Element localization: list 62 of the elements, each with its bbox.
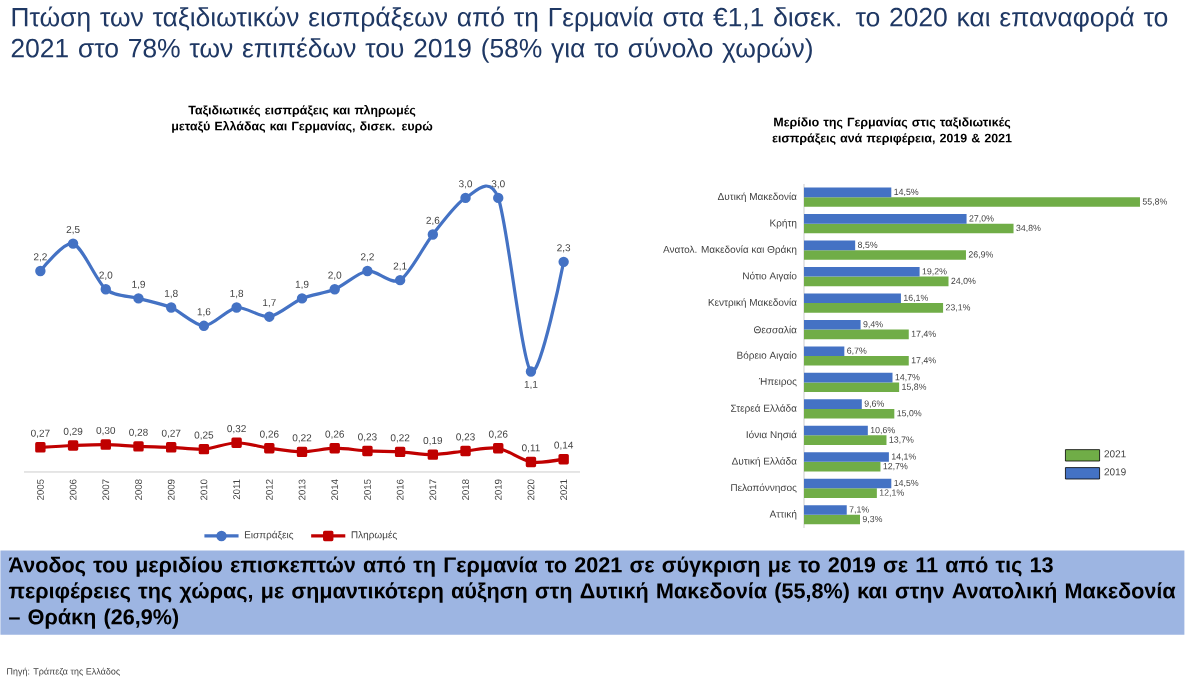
point [362, 265, 373, 277]
text: Πτώση των ταξιδιωτικών εισπράξεων από τη Γερμανία στα €1,1 δισεκ. το 2020 και επαναφορά το 2021 στο 78% των επιπέδων του 2019 (58% για το σύνολο χωρών) [11, 6, 1168, 63]
bar [804, 346, 845, 356]
point [558, 256, 569, 268]
point [329, 284, 340, 295]
bar [804, 372, 893, 383]
bar [804, 488, 877, 498]
bar [804, 514, 860, 525]
point [493, 443, 504, 454]
bar [804, 319, 861, 330]
point [394, 274, 406, 286]
point [198, 320, 210, 332]
bar [804, 435, 887, 445]
bar [804, 382, 900, 393]
point [296, 446, 308, 458]
bar [804, 187, 892, 198]
point [231, 437, 242, 448]
bar [804, 461, 881, 472]
bar [804, 223, 1014, 234]
point [264, 311, 275, 322]
point [525, 456, 537, 468]
point [460, 192, 471, 204]
point [231, 302, 242, 313]
point [296, 293, 308, 304]
point [35, 442, 46, 453]
point [133, 441, 144, 452]
bar [804, 408, 895, 419]
point [427, 449, 439, 460]
bar [804, 250, 966, 260]
point [166, 302, 177, 313]
point [394, 446, 406, 458]
point [558, 453, 569, 465]
point [329, 443, 340, 454]
point [100, 284, 111, 295]
bar [804, 303, 944, 313]
bar [804, 399, 862, 409]
text: Άνοδος του μεριδίου επισκεπτών από τη Γερμανία το 2021 σε σύγκριση με το 2019 σε 11 από τις 13 περιφέρειες της χώρας, με σημαντικότερη αύξηση στη Δυτική Μακεδονία (55,8%) και στην Ανατολική Μακεδονία – Θράκη (26,9%) [8, 556, 1176, 629]
point [133, 293, 144, 304]
point [525, 366, 537, 377]
point [264, 443, 275, 454]
point [100, 439, 111, 450]
bar [804, 276, 949, 287]
bar [804, 452, 889, 462]
bar [804, 267, 920, 277]
point [460, 445, 471, 457]
bar [804, 425, 868, 436]
point [493, 192, 504, 204]
point [67, 440, 79, 451]
bar [804, 355, 909, 366]
bar [804, 214, 967, 224]
point [67, 238, 79, 249]
bar [804, 240, 856, 251]
point [166, 442, 177, 453]
bar [804, 478, 892, 489]
bar [804, 329, 909, 340]
point [362, 445, 373, 457]
bar [804, 197, 1140, 207]
point [198, 443, 210, 455]
point [427, 229, 439, 240]
bar [804, 293, 901, 304]
point [35, 265, 46, 277]
bar [804, 505, 847, 515]
